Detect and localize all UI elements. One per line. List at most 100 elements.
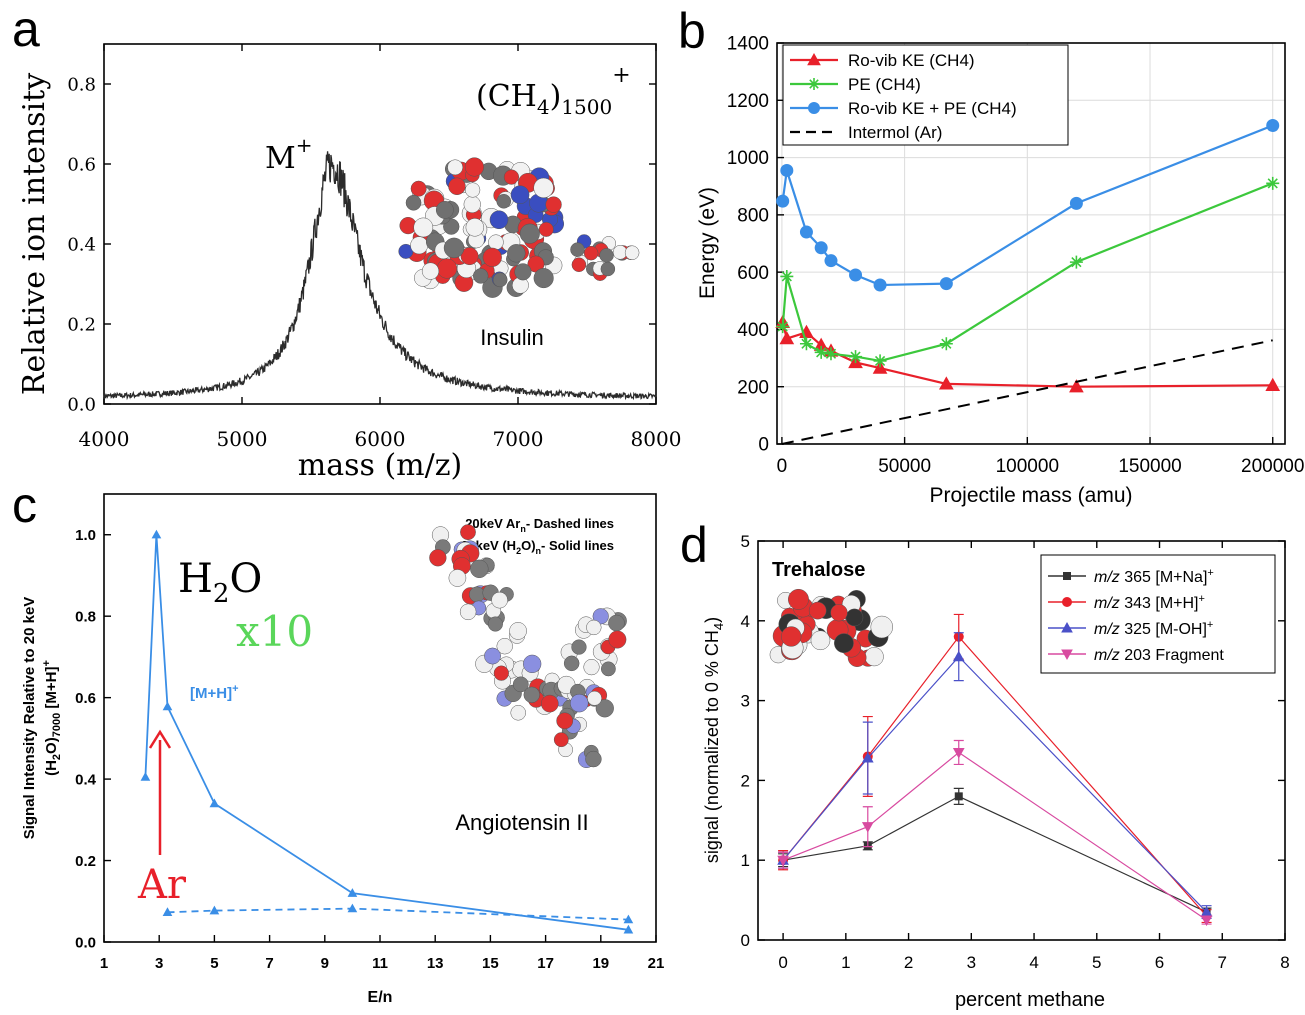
x-tick-label: 1	[841, 953, 850, 972]
atom	[845, 608, 864, 627]
cluster-sup: +	[612, 63, 630, 88]
d-ylabel-main: signal (normalized to 0 % CH	[702, 630, 722, 863]
water-end: O	[229, 556, 262, 602]
panel-d-legend: m/z 365 [M+Na]+ m/z 343 [M+H]+ m/z 325 [M-…	[1040, 554, 1276, 674]
x-tick-label: 11	[372, 955, 388, 972]
atom	[583, 659, 600, 676]
panel-label-a: a	[12, 1, 40, 57]
atom	[540, 694, 559, 713]
data-point	[824, 254, 838, 268]
legend-label: Ro-vib KE + PE (CH4)	[848, 99, 1017, 118]
data-point	[873, 278, 887, 292]
cluster-main: (CH	[476, 79, 537, 114]
atom	[469, 586, 485, 603]
atom	[487, 616, 503, 632]
data-point	[939, 337, 953, 351]
x-tick-label: 2	[904, 953, 913, 972]
atom	[864, 647, 884, 667]
data-point	[1266, 176, 1280, 190]
d-ylabel-sub: 4	[711, 623, 726, 630]
atom	[413, 217, 434, 238]
atom	[421, 262, 440, 280]
data-point	[1266, 118, 1280, 132]
panel-b-frame	[776, 42, 1286, 445]
atom	[496, 638, 513, 655]
atom	[781, 626, 802, 647]
y-tick-label: 4	[741, 612, 750, 631]
legend-w-sub2: n	[536, 546, 542, 556]
y-tick-label: 5	[741, 532, 750, 551]
atom	[410, 236, 429, 255]
panel-b-xlabel: Projectile mass (amu)	[929, 484, 1132, 507]
x-tick-label: 5	[210, 955, 218, 972]
series-0	[140, 529, 634, 934]
series-3	[777, 739, 1213, 927]
series-2	[776, 118, 1280, 292]
panel-a-molecule-label: Insulin	[480, 325, 544, 350]
data-point	[162, 907, 173, 916]
data-point	[780, 163, 794, 177]
atom	[523, 686, 540, 703]
data-point	[954, 792, 963, 801]
atom	[571, 639, 587, 655]
y-tick-label: 0.8	[67, 74, 96, 95]
x-tick-label: 6	[1155, 953, 1164, 972]
atom	[595, 699, 614, 718]
atom	[503, 169, 520, 185]
atom	[465, 218, 485, 237]
yl2-sup: +	[41, 660, 53, 666]
panel-a-ylabel: Relative ion intensity	[17, 73, 52, 395]
angiotensin-molecule-icon	[429, 524, 627, 769]
atom	[583, 245, 599, 261]
legend-w-rest: - Solid lines	[541, 538, 614, 553]
peak-label-main: M	[265, 141, 296, 176]
x-tick-label: 13	[427, 955, 444, 972]
series-0	[778, 787, 1212, 917]
series-line	[781, 124, 1274, 287]
legend-marker	[1061, 621, 1073, 633]
atom	[482, 247, 502, 267]
panel-d-ticks: 0 1 2 3 4 5 6 7 8 0 1 2 3 4 5	[741, 532, 1290, 972]
data-point	[861, 822, 874, 833]
ion-sup: +	[232, 683, 238, 695]
panel-c-ion-label: [M+H]+	[190, 683, 239, 702]
x-tick-label: 100000	[996, 456, 1059, 477]
atom	[523, 654, 542, 674]
data-point	[938, 376, 954, 390]
y-tick-label: 600	[737, 263, 769, 284]
series-line	[167, 907, 629, 921]
atom	[510, 705, 526, 721]
data-point	[1069, 379, 1084, 393]
y-tick-label: 0.4	[67, 234, 96, 255]
data-point	[140, 772, 151, 781]
atom	[830, 604, 848, 622]
atom	[788, 588, 809, 610]
y-tick-label: 1	[741, 851, 750, 870]
panel-a-xlabel: mass (m/z)	[298, 448, 462, 483]
data-point	[849, 350, 863, 364]
legend-label: Intermol (Ar)	[848, 123, 942, 142]
data-point	[814, 345, 828, 359]
data-point	[779, 331, 795, 345]
data-point	[872, 360, 888, 374]
atom	[460, 524, 476, 541]
atom	[512, 676, 529, 693]
legend-w-sub1: 2	[516, 546, 521, 556]
data-point	[873, 354, 887, 368]
atom	[570, 242, 585, 257]
y-tick-label: 400	[737, 320, 769, 341]
panel-b-ylabel: Energy (eV)	[696, 187, 719, 299]
x-tick-label: 3	[155, 955, 163, 972]
atom	[519, 223, 540, 244]
legend-label: m/z 343 [M+H]+	[1094, 593, 1205, 612]
atom	[808, 601, 827, 620]
x-tick-label: 0	[777, 456, 788, 477]
series-2	[777, 632, 1213, 920]
y-tick-label: 2	[741, 771, 750, 790]
y-tick-label: 0.6	[67, 154, 96, 175]
panel-c-factor-label: x10	[236, 607, 313, 656]
atom	[429, 549, 447, 567]
panel-c-water-label: H2O	[178, 556, 262, 609]
panel-c-argon-label: Ar	[137, 862, 187, 908]
yl2-main: (H	[43, 760, 60, 776]
